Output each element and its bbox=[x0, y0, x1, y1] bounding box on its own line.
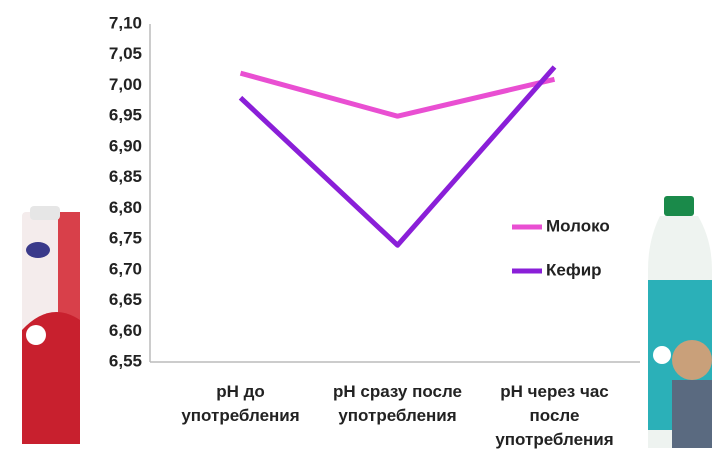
x-tick-label: pH сразу после употребления bbox=[323, 380, 473, 428]
milk-carton-image bbox=[22, 206, 80, 444]
page: 6,55 6,60 6,65 6,70 6,75 6,80 6,85 6,90 6,95 7,00… bbox=[0, 0, 715, 472]
y-tick-label: 6,70 bbox=[109, 259, 142, 278]
x-tick-label: pH через час после употребления bbox=[480, 380, 630, 452]
legend-label: Кефир bbox=[546, 260, 602, 279]
legend-label: Молоко bbox=[546, 216, 610, 235]
y-tick-label: 6,95 bbox=[109, 106, 142, 125]
y-tick-label: 6,80 bbox=[109, 198, 142, 217]
y-tick-label: 7,10 bbox=[109, 13, 142, 32]
y-tick-label: 6,90 bbox=[109, 136, 142, 155]
y-tick-label: 7,05 bbox=[109, 44, 142, 63]
y-tick-label: 6,75 bbox=[109, 229, 142, 248]
series-line bbox=[241, 67, 555, 245]
y-tick-label: 6,60 bbox=[109, 321, 142, 340]
y-tick-label: 6,85 bbox=[109, 167, 142, 186]
y-tick-label: 6,55 bbox=[109, 351, 142, 370]
y-tick-label: 7,00 bbox=[109, 75, 142, 94]
series-line bbox=[241, 73, 555, 116]
y-tick-label: 6,65 bbox=[109, 290, 142, 309]
x-tick-label: pH до употребления bbox=[166, 380, 316, 428]
kefir-bottle-image bbox=[648, 196, 712, 448]
